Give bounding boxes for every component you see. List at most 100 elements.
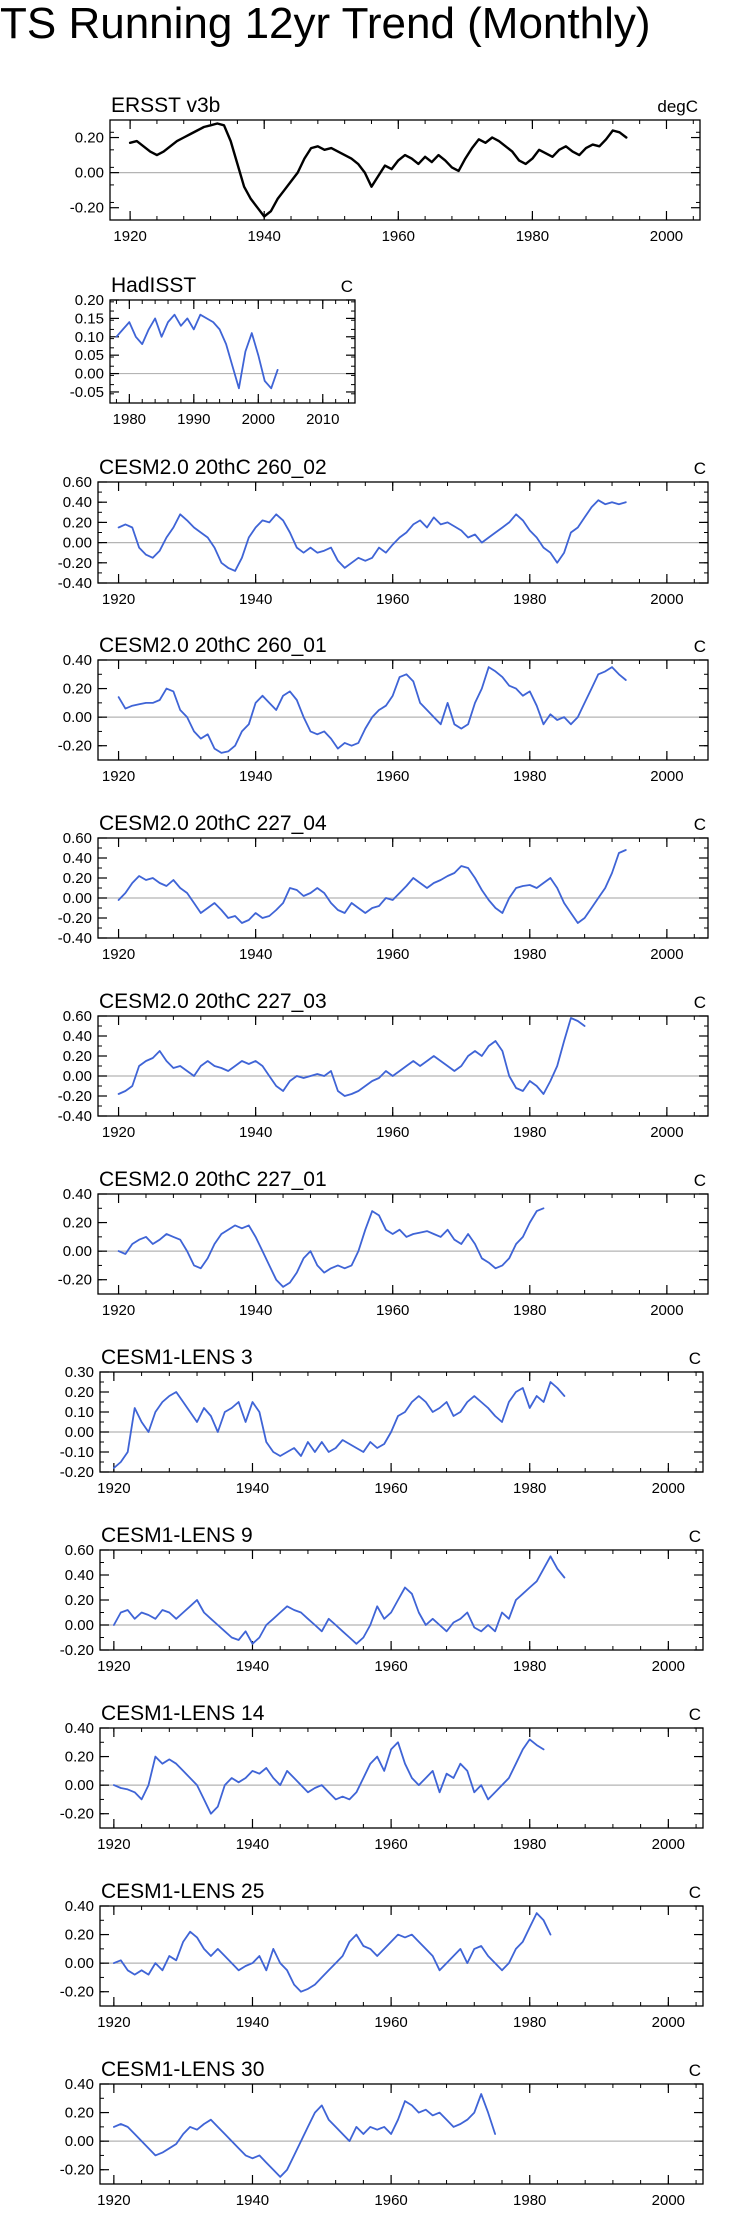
- y-tick-label: 0.00: [65, 1955, 94, 1972]
- x-tick-label: 2000: [652, 1480, 685, 1497]
- plot-frame: [97, 837, 709, 939]
- x-tick-label: 2000: [650, 228, 683, 245]
- x-tick-label: 2000: [242, 411, 275, 428]
- y-tick-label: 0.60: [63, 1008, 92, 1025]
- series-line: [113, 1555, 566, 1645]
- y-tick-label: 0.20: [65, 1384, 94, 1401]
- panel-units: C: [689, 1349, 701, 1368]
- x-tick-label: 1920: [97, 1480, 130, 1497]
- x-tick-label: 1920: [102, 1302, 135, 1319]
- y-tick-label: -0.20: [70, 200, 104, 217]
- x-tick-label: 1980: [513, 768, 546, 785]
- y-tick-label: 0.00: [75, 165, 104, 182]
- y-tick-label: -0.20: [60, 2162, 94, 2179]
- y-tick-label: 0.00: [63, 1243, 92, 1260]
- x-tick-label: 1940: [236, 2192, 269, 2209]
- x-tick-label: 1980: [513, 946, 546, 963]
- x-tick-label: 1980: [113, 411, 146, 428]
- panel-title: CESM2.0 20thC 227_01: [99, 1168, 327, 1191]
- y-tick-label: 0.40: [65, 1898, 94, 1915]
- series-line: [113, 1738, 545, 1815]
- x-tick-label: 1980: [513, 1124, 546, 1141]
- x-tick-label: 1960: [376, 946, 409, 963]
- y-tick-label: -0.20: [60, 1806, 94, 1823]
- panel-units: C: [694, 993, 706, 1012]
- x-tick-label: 2000: [650, 946, 683, 963]
- series-line: [117, 666, 627, 754]
- panel-title: CESM2.0 20thC 227_04: [99, 812, 327, 835]
- y-tick-label: 0.00: [65, 2133, 94, 2150]
- x-tick-label: 1920: [102, 1124, 135, 1141]
- y-tick-label: 0.00: [65, 1424, 94, 1441]
- x-tick-label: 1960: [374, 1658, 407, 1675]
- series-line: [117, 1207, 545, 1288]
- y-tick-label: 0.00: [75, 366, 104, 383]
- y-tick-label: -0.20: [58, 1272, 92, 1289]
- y-tick-label: -0.20: [60, 1642, 94, 1659]
- x-tick-label: 1980: [513, 2192, 546, 2209]
- panel-8: [99, 1371, 704, 1473]
- x-tick-label: 1960: [376, 1124, 409, 1141]
- x-tick-label: 1940: [239, 591, 272, 608]
- x-tick-label: 1980: [513, 2014, 546, 2031]
- panel-2: [109, 299, 356, 404]
- plot-frame: [97, 1193, 709, 1295]
- y-tick-label: 0.40: [65, 2076, 94, 2093]
- x-tick-label: 1940: [239, 946, 272, 963]
- y-tick-label: -0.40: [58, 930, 92, 947]
- y-tick-label: 0.40: [63, 652, 92, 669]
- panel-units: C: [694, 815, 706, 834]
- x-tick-label: 1980: [516, 228, 549, 245]
- y-tick-label: 0.40: [63, 1186, 92, 1203]
- y-tick-label: 0.20: [75, 130, 104, 147]
- plot-frame: [99, 2083, 704, 2185]
- plot-frame: [99, 1727, 704, 1829]
- y-tick-label: 0.20: [65, 1927, 94, 1944]
- y-tick-label: 0.20: [65, 2105, 94, 2122]
- x-tick-label: 1920: [97, 2014, 130, 2031]
- panel-units: C: [694, 459, 706, 478]
- x-tick-label: 1920: [102, 591, 135, 608]
- x-tick-label: 1960: [376, 591, 409, 608]
- y-tick-label: 0.20: [75, 292, 104, 309]
- y-tick-label: 0.10: [75, 329, 104, 346]
- panel-9: [99, 1549, 704, 1651]
- x-tick-label: 1940: [239, 1124, 272, 1141]
- y-tick-label: 0.40: [63, 1028, 92, 1045]
- x-tick-label: 1960: [376, 1302, 409, 1319]
- y-tick-label: -0.20: [58, 555, 92, 572]
- panel-title: CESM1-LENS 3: [101, 1346, 253, 1369]
- panel-title: CESM1-LENS 9: [101, 1524, 253, 1547]
- x-tick-label: 1940: [239, 768, 272, 785]
- panel-units: C: [689, 2061, 701, 2080]
- y-tick-label: -0.10: [60, 1444, 94, 1461]
- panel-12: [99, 2083, 704, 2185]
- y-tick-label: -0.05: [70, 384, 104, 401]
- y-tick-label: 0.60: [63, 830, 92, 847]
- y-tick-label: -0.40: [58, 1108, 92, 1125]
- y-tick-label: -0.20: [58, 1088, 92, 1105]
- x-tick-label: 2000: [650, 768, 683, 785]
- panel-units: C: [694, 637, 706, 656]
- y-tick-label: 0.00: [63, 535, 92, 552]
- y-tick-label: 0.00: [65, 1617, 94, 1634]
- x-tick-label: 1980: [513, 1480, 546, 1497]
- y-tick-label: -0.20: [60, 1464, 94, 1481]
- panel-5: [97, 837, 709, 939]
- series-line: [115, 313, 279, 390]
- x-tick-label: 1940: [248, 228, 281, 245]
- x-tick-label: 2000: [650, 1124, 683, 1141]
- y-tick-label: 0.15: [75, 310, 104, 327]
- panel-1: [109, 119, 701, 221]
- series-line: [128, 122, 628, 218]
- plot-frame: [97, 659, 709, 761]
- y-tick-label: 0.05: [75, 347, 104, 364]
- x-tick-label: 1940: [236, 1658, 269, 1675]
- y-tick-label: -0.20: [60, 1984, 94, 2001]
- y-tick-label: 0.20: [65, 1749, 94, 1766]
- x-tick-label: 2000: [650, 1302, 683, 1319]
- panel-units: C: [689, 1883, 701, 1902]
- panel-units: C: [341, 277, 353, 296]
- panel-3: [97, 481, 709, 584]
